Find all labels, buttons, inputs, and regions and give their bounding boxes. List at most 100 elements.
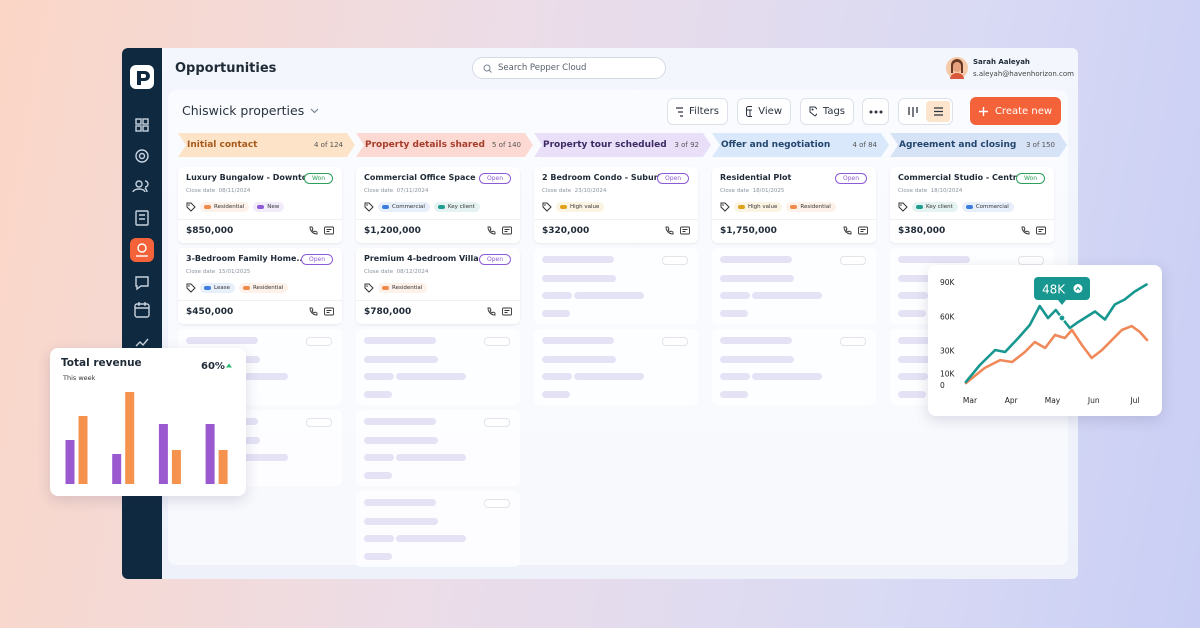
- skeleton-bar: [898, 310, 926, 317]
- icon[interactable]: [542, 202, 552, 212]
- skeleton-bar: [364, 518, 404, 525]
- y-tick-label: 30K: [940, 347, 956, 356]
- button-label: Tags: [822, 106, 845, 117]
- tag-dot: [738, 205, 745, 209]
- icon[interactable]: [364, 202, 374, 212]
- stage-count: 3 of 92: [674, 141, 699, 149]
- icon[interactable]: [308, 226, 318, 236]
- tags-button[interactable]: Tags: [800, 98, 854, 125]
- close-date-label: Close date: [898, 188, 928, 194]
- skeleton-bar: [396, 535, 466, 542]
- tag-list: Residential New: [186, 202, 285, 212]
- tag-label: High value: [570, 204, 600, 210]
- close-date: Close date 18/10/2024: [898, 188, 962, 194]
- icon[interactable]: [186, 283, 196, 293]
- skeleton-bar: [752, 373, 822, 380]
- icon[interactable]: [308, 307, 318, 317]
- loading-card: [712, 248, 876, 324]
- icon[interactable]: [1020, 226, 1030, 236]
- view-button[interactable]: View: [737, 98, 791, 125]
- tag: Key client: [433, 202, 480, 212]
- create-button[interactable]: Create new: [970, 97, 1061, 125]
- close-date-label: Close date: [720, 188, 750, 194]
- icon[interactable]: [324, 307, 334, 317]
- icon[interactable]: [720, 202, 730, 212]
- icon[interactable]: [1036, 226, 1046, 236]
- deal-card[interactable]: Commercial Office Space Open Close date 07…: [356, 167, 520, 243]
- line-widget: 0 10K 30K 60K 90K Mar Apr May Jun Jul 48K: [928, 265, 1162, 416]
- icon[interactable]: [186, 202, 196, 212]
- icon[interactable]: [324, 226, 334, 236]
- skeleton-bar: [742, 356, 794, 363]
- skeleton-bar: [364, 499, 436, 506]
- tag-label: Commercial: [392, 204, 425, 210]
- skeleton-pill: [484, 337, 510, 346]
- bar: [158, 424, 168, 484]
- board-selector[interactable]: Chiswick properties: [182, 103, 319, 118]
- icon[interactable]: [858, 226, 868, 236]
- point-marker: [1058, 314, 1066, 322]
- tooltip-arrow: [1075, 286, 1081, 291]
- icon[interactable]: [842, 226, 852, 236]
- divider: [356, 219, 520, 220]
- stage-name: Agreement and closing: [899, 140, 1017, 150]
- list-toggle[interactable]: [926, 101, 950, 122]
- icon[interactable]: [486, 226, 496, 236]
- deal-title: Commercial Studio - Centra...: [898, 173, 1032, 182]
- card-actions: [308, 307, 334, 317]
- close-date-label: Close date: [186, 188, 216, 194]
- bar: [171, 450, 181, 484]
- skeleton-bar: [542, 275, 582, 282]
- skeleton-pill: [306, 337, 332, 346]
- stage-count: 3 of 150: [1025, 141, 1055, 149]
- icon[interactable]: [486, 307, 496, 317]
- skeleton-bar: [218, 373, 288, 380]
- icon[interactable]: [502, 226, 512, 236]
- deal-amount: $450,000: [186, 307, 234, 317]
- deal-card[interactable]: Residential Plot Open Close date 18/01/202…: [712, 167, 876, 243]
- avatar[interactable]: [946, 57, 968, 79]
- skeleton-bar: [574, 373, 644, 380]
- close-date-value: 08/12/2024: [396, 269, 429, 275]
- deal-card[interactable]: 3-Bedroom Family Home... Open Close date 1…: [178, 248, 342, 324]
- deal-amount: $780,000: [364, 307, 412, 317]
- skeleton-pill: [306, 418, 332, 427]
- tag-list: Residential: [364, 283, 428, 293]
- more-button[interactable]: [862, 98, 889, 125]
- skeleton-bar: [364, 437, 404, 444]
- deal-card[interactable]: 2 Bedroom Condo - Suburb... Open Close dat…: [534, 167, 698, 243]
- icon[interactable]: [898, 202, 908, 212]
- skeleton-bar: [898, 373, 928, 380]
- loading-card: [712, 329, 876, 405]
- tag-dot: [382, 205, 389, 209]
- tag: Residential: [238, 283, 289, 293]
- loading-card: [534, 329, 698, 405]
- icon[interactable]: [664, 226, 674, 236]
- revenue-chart: Total revenue This week 60%: [61, 357, 232, 484]
- x-tick-label: Jul: [1129, 396, 1139, 405]
- tag-dot: [965, 205, 973, 209]
- view-toggle[interactable]: [898, 98, 953, 125]
- skeleton-bar: [564, 275, 616, 282]
- deal-card[interactable]: Premium 4-bedroom Villa Open Close date 08…: [356, 248, 520, 324]
- tag-dot: [204, 286, 211, 290]
- x-tick-label: Mar: [963, 396, 978, 405]
- search-box[interactable]: Search Pepper Cloud: [472, 57, 666, 79]
- deal-card[interactable]: Commercial Studio - Centra... Won Close da…: [890, 167, 1054, 243]
- tag: Residential: [378, 283, 428, 293]
- kanban-toggle[interactable]: [901, 101, 924, 122]
- deal-card[interactable]: Luxury Bungalow - Downto... Won Close date…: [178, 167, 342, 243]
- skeleton-pill: [662, 256, 688, 265]
- card-actions: [308, 226, 334, 236]
- close-date-label: Close date: [364, 188, 394, 194]
- skeleton-bar: [564, 356, 616, 363]
- skeleton-pill: [662, 337, 688, 346]
- tag-dot: [382, 286, 389, 290]
- icon[interactable]: [364, 283, 374, 293]
- divider: [890, 219, 1054, 220]
- filters-button[interactable]: Filters: [667, 98, 728, 125]
- deal-status: Open: [478, 173, 511, 184]
- icon[interactable]: [680, 226, 690, 236]
- icon[interactable]: [502, 307, 512, 317]
- bar: [205, 424, 215, 484]
